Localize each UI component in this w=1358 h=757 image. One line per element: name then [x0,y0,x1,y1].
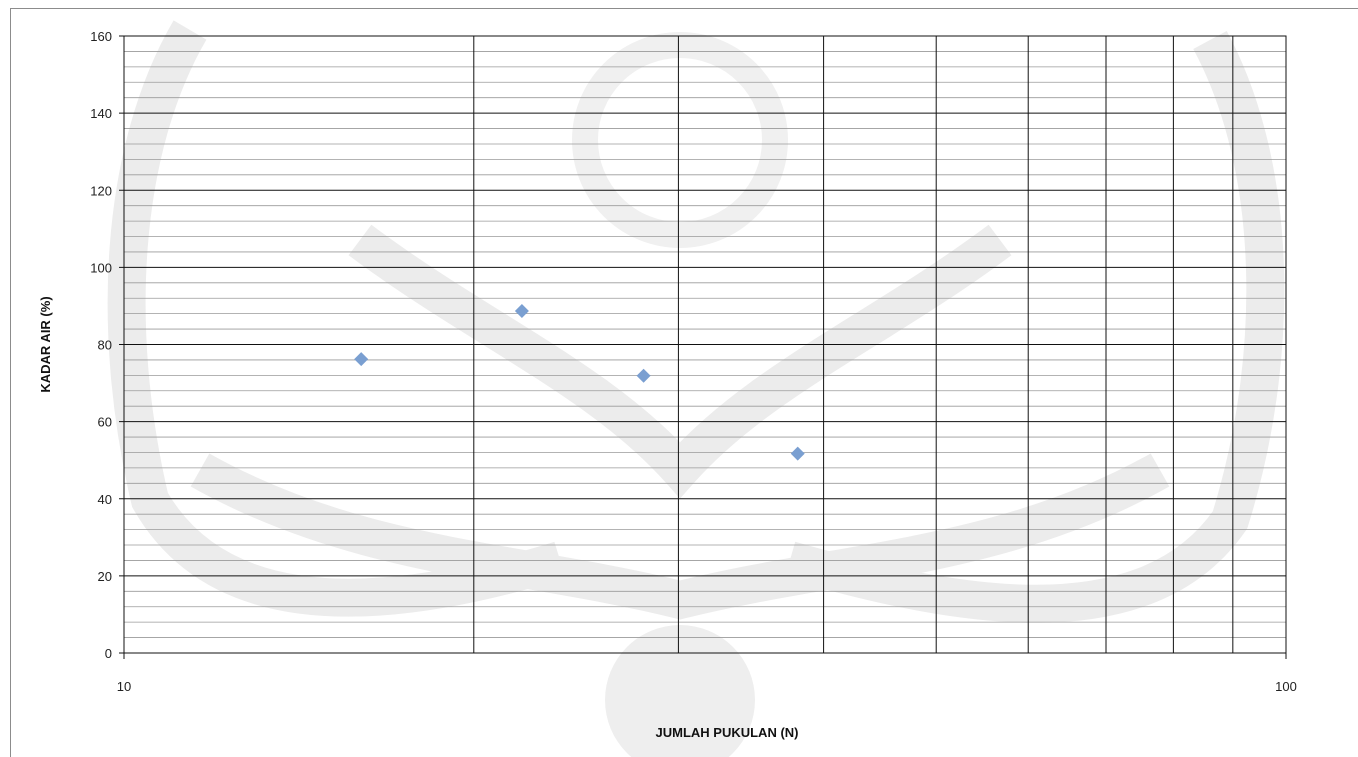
data-point-marker [354,352,369,367]
y-tick-label: 80 [98,338,112,353]
x-tick-label: 100 [1275,679,1297,694]
y-tick-label: 60 [98,415,112,430]
y-tick-label: 140 [90,106,112,121]
y-tick-label: 20 [98,569,112,584]
y-tick-label: 40 [98,492,112,507]
y-axis-title: KADAR AIR (%) [38,296,53,392]
y-tick-label: 120 [90,183,112,198]
plot-area-border [123,35,1287,654]
x-axis-title: JUMLAH PUKULAN (N) [656,725,799,740]
data-point-marker [514,303,529,318]
x-tick-label: 10 [117,679,131,694]
data-point-marker [790,446,805,461]
y-tick-label: 0 [105,646,112,661]
y-tick-label: 160 [90,29,112,44]
data-point-marker [636,368,651,383]
y-tick-label: 100 [90,260,112,275]
chart-frame [10,8,1358,757]
